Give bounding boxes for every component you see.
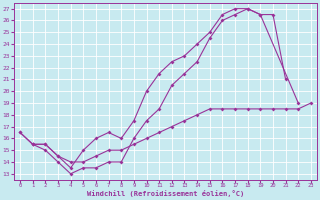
X-axis label: Windchill (Refroidissement éolien,°C): Windchill (Refroidissement éolien,°C) — [87, 190, 244, 197]
